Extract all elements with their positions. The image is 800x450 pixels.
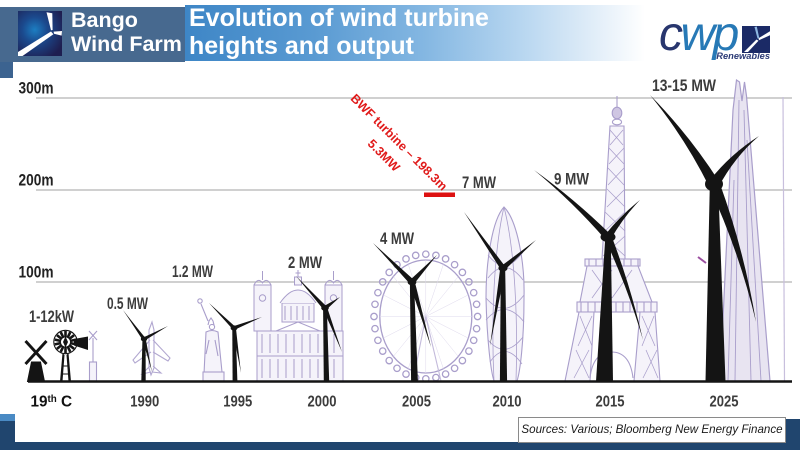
svg-text:7 MW: 7 MW xyxy=(462,174,496,192)
svg-text:0.5 MW: 0.5 MW xyxy=(107,295,148,313)
svg-text:13-15 MW: 13-15 MW xyxy=(652,77,716,95)
svg-text:2000: 2000 xyxy=(308,394,337,411)
svg-text:2010: 2010 xyxy=(493,394,522,411)
svg-text:100m: 100m xyxy=(19,263,54,282)
svg-text:1-12kW: 1-12kW xyxy=(29,308,74,326)
svg-text:19th C: 19th C xyxy=(31,394,73,411)
svg-text:2 MW: 2 MW xyxy=(288,254,322,272)
svg-text:1.2 MW: 1.2 MW xyxy=(172,263,213,281)
svg-text:9 MW: 9 MW xyxy=(554,171,589,189)
svg-text:2015: 2015 xyxy=(596,394,625,411)
svg-text:1995: 1995 xyxy=(223,394,252,411)
svg-text:300m: 300m xyxy=(19,79,54,98)
svg-text:2005: 2005 xyxy=(402,394,431,411)
svg-text:2025: 2025 xyxy=(710,394,739,411)
svg-text:200m: 200m xyxy=(19,171,54,190)
svg-text:4 MW: 4 MW xyxy=(380,230,414,248)
svg-text:1990: 1990 xyxy=(130,394,159,411)
svg-text:BWF turbine – 198.3m: BWF turbine – 198.3m xyxy=(348,91,450,193)
